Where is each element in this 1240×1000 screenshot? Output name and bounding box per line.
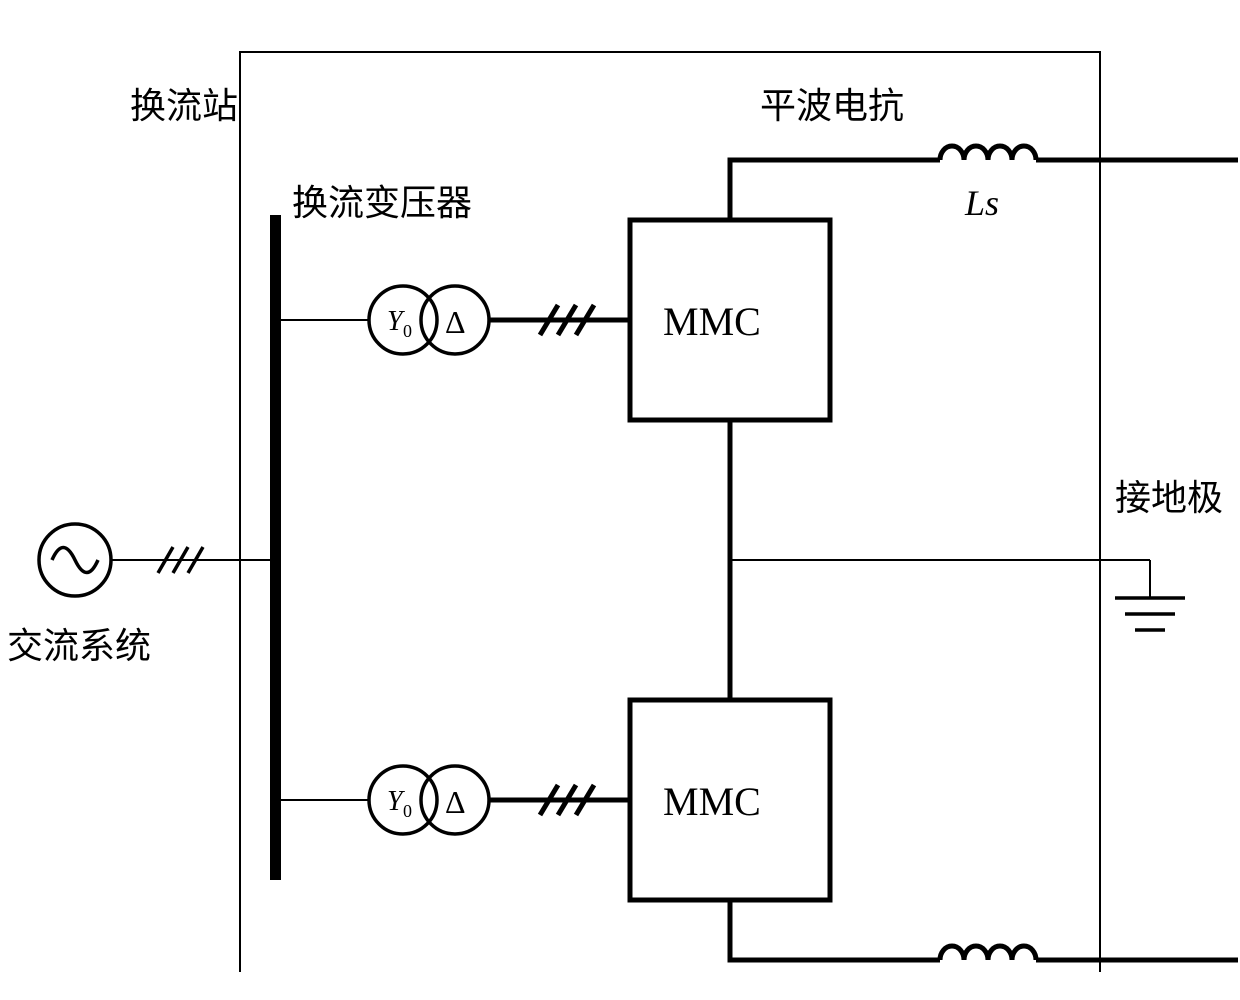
ac-system-label: 交流系统	[7, 626, 151, 666]
svg-text:0: 0	[403, 801, 412, 821]
svg-text:Δ: Δ	[445, 784, 466, 820]
ground-pole-label: 接地极	[1115, 478, 1223, 518]
busbar	[270, 215, 281, 880]
reactor-top	[940, 146, 1036, 160]
svg-text:Ls: Ls	[964, 183, 999, 223]
reactor-label: 平波电抗	[760, 86, 904, 126]
ls-label: Ls	[964, 183, 999, 223]
svg-text:Δ: Δ	[445, 304, 466, 340]
svg-text:MMC: MMC	[663, 779, 761, 824]
station-label: 换流站	[130, 86, 238, 126]
transformer-label: 换流变压器	[292, 183, 472, 223]
transformer-bottom: Y 0 Δ	[369, 766, 489, 834]
transformer-top: Y 0 Δ	[369, 286, 489, 354]
ground-electrode	[730, 560, 1185, 630]
svg-text:0: 0	[403, 321, 412, 341]
reactor-bottom	[940, 946, 1036, 960]
svg-text:MMC: MMC	[663, 299, 761, 344]
